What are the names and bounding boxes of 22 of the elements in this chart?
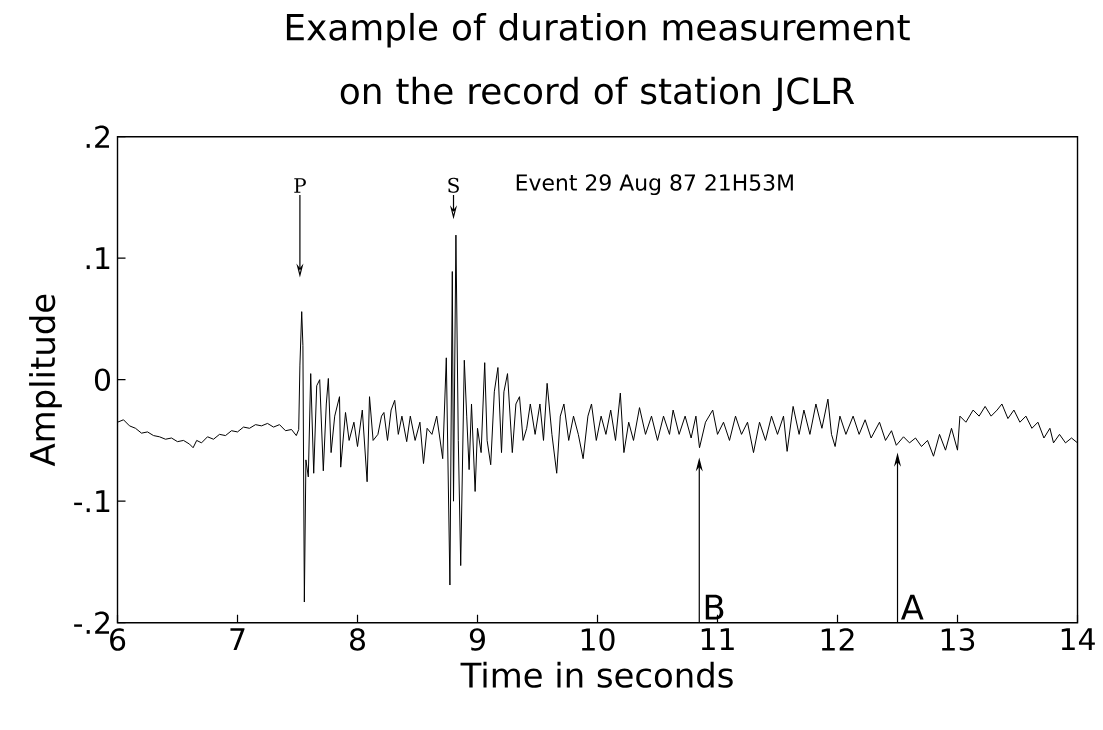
y-tick-label: .1 [86,247,110,270]
chart-title: Example of duration measurement on the record of station JCLR [286,12,910,112]
x-tick-label: 13 [941,628,975,651]
x-tick-label: 9 [469,628,485,651]
annotation: Event 29 Aug 87 21H53M [516,174,793,196]
y-tick-label: -.2 [74,611,110,634]
x-tick-label: 10 [581,628,615,651]
annotation: S [448,177,459,193]
annotation: P [294,178,306,193]
x-tick-label: 14 [1061,628,1095,650]
y-axis-title: Amplitude [29,294,62,467]
annotation: B [705,594,724,620]
x-tick-label: 12 [821,628,854,651]
y-tick-label: -.1 [74,490,110,513]
annotation: A [900,594,924,620]
x-tick-label: 6 [110,628,126,651]
x-axis-title: Time in seconds [460,661,733,688]
x-tick-label: 11 [701,628,734,650]
y-tick-label: .2 [86,125,110,148]
x-tick-label: 7 [230,628,245,650]
x-tick-label: 8 [350,628,365,651]
y-tick-label: 0 [94,368,110,391]
